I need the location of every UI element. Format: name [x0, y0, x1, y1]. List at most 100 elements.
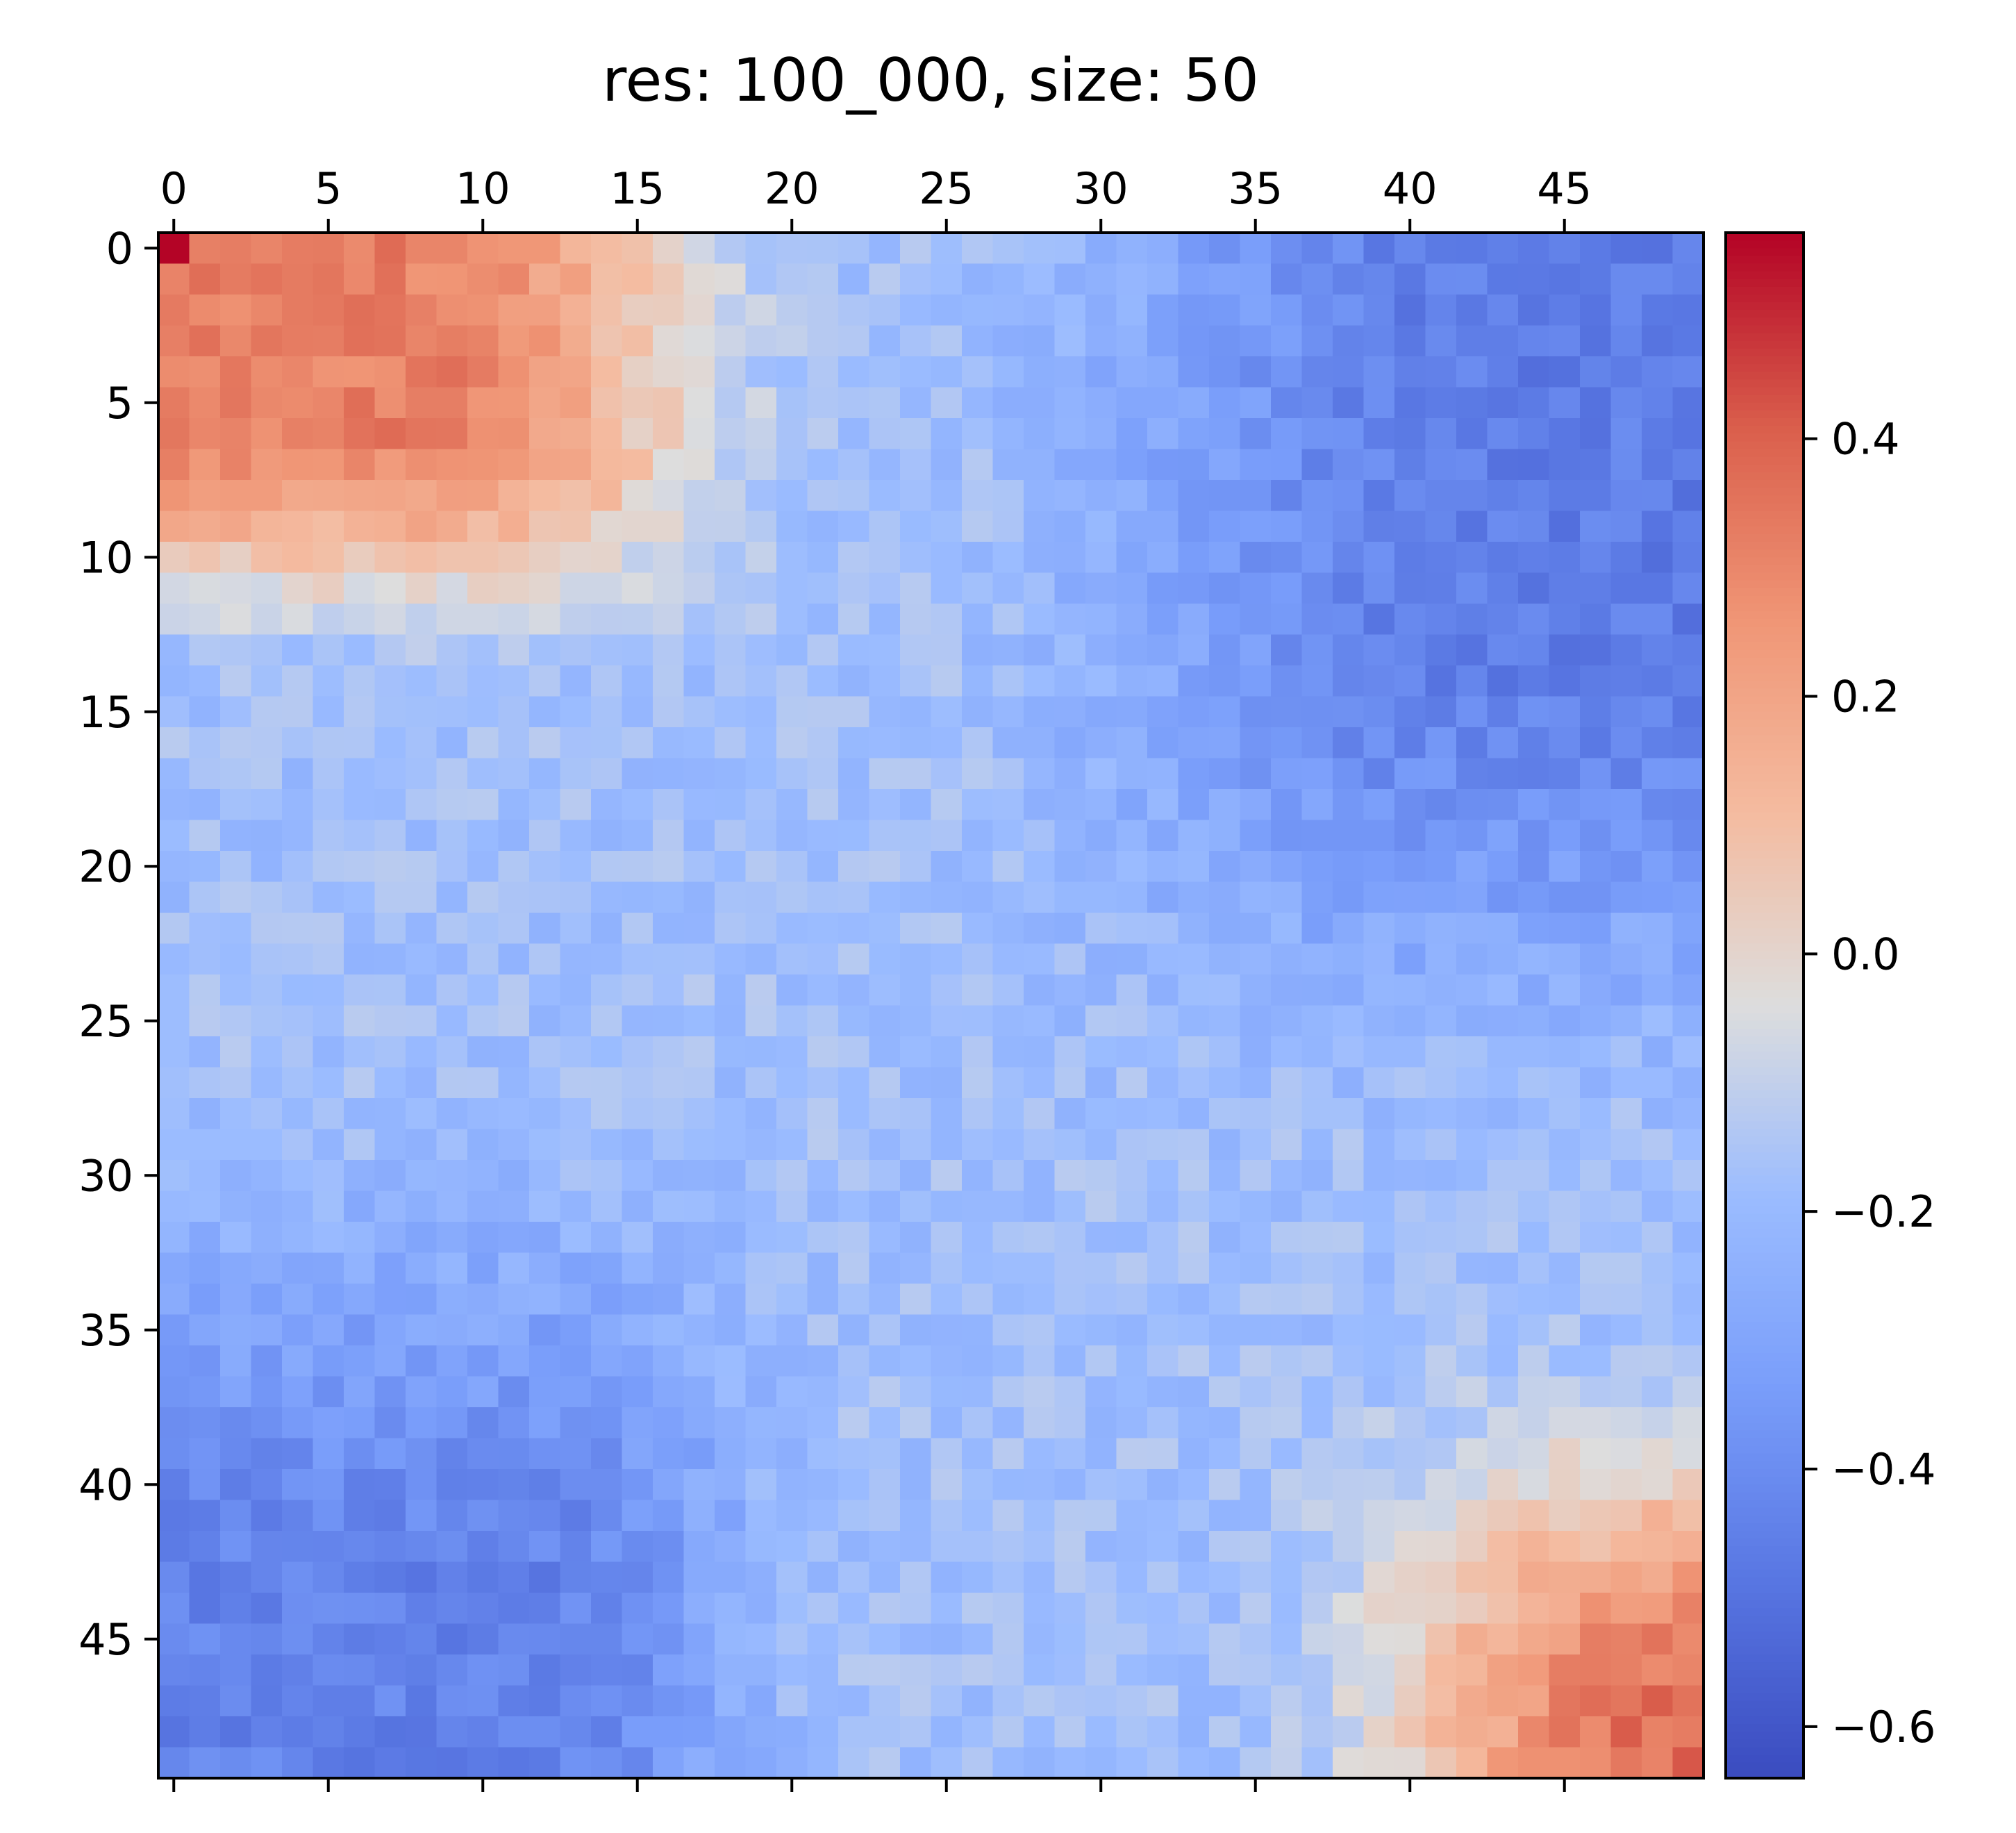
heatmap-cell: [1610, 1222, 1642, 1254]
heatmap-cell: [1363, 1098, 1395, 1130]
heatmap-cell: [158, 1036, 190, 1068]
heatmap-cell: [992, 418, 1024, 450]
heatmap-cell: [1549, 604, 1581, 636]
colorbar-gradient-step: [1726, 1152, 1803, 1161]
heatmap-cell: [1271, 325, 1303, 357]
heatmap-cell: [1116, 572, 1148, 604]
heatmap-cell: [1240, 1067, 1272, 1099]
heatmap-cell: [498, 1685, 530, 1717]
heatmap-cell: [498, 572, 530, 604]
heatmap-cell: [1518, 1747, 1550, 1779]
heatmap-cell: [158, 418, 190, 450]
heatmap-cell: [776, 1623, 808, 1655]
heatmap-cell: [1642, 1314, 1674, 1346]
heatmap-cell: [344, 1222, 376, 1254]
heatmap-cell: [1147, 820, 1179, 852]
heatmap-cell: [900, 1531, 932, 1563]
colorbar-gradient-step: [1726, 743, 1803, 752]
heatmap-cell: [406, 1314, 438, 1346]
heatmap-cell: [807, 325, 839, 357]
heatmap-cell: [467, 1314, 499, 1346]
heatmap-cell: [1301, 1531, 1333, 1563]
heatmap-cell: [374, 1376, 406, 1408]
heatmap-cell: [1363, 1345, 1395, 1377]
heatmap-cell: [1363, 696, 1395, 728]
colorbar-gradient-step: [1726, 665, 1803, 674]
heatmap-cell: [560, 542, 592, 574]
colorbar-gradient-step: [1726, 533, 1803, 542]
heatmap-cell: [622, 1067, 653, 1099]
heatmap-cell: [1085, 480, 1117, 512]
heatmap-cell: [653, 1284, 685, 1316]
heatmap-cell: [931, 1284, 963, 1316]
heatmap-cell: [992, 1314, 1024, 1346]
heatmap-cell: [1672, 604, 1704, 636]
heatmap-cell: [1240, 1685, 1272, 1717]
colorbar-gradient-step: [1726, 526, 1803, 535]
heatmap-cell: [591, 1438, 623, 1470]
heatmap-cell: [436, 1252, 468, 1284]
heatmap-cell: [1054, 263, 1086, 295]
heatmap-cell: [1209, 263, 1241, 295]
heatmap-cell: [900, 974, 932, 1006]
heatmap-cell: [436, 1222, 468, 1254]
heatmap-cell: [1425, 1160, 1457, 1192]
heatmap-cell: [1147, 542, 1179, 574]
heatmap-cell: [1642, 1531, 1674, 1563]
heatmap-cell: [1024, 974, 1056, 1006]
heatmap-cell: [560, 727, 592, 759]
heatmap-cell: [1116, 1654, 1148, 1686]
heatmap-cell: [776, 1469, 808, 1501]
colorbar-gradient-step: [1726, 557, 1803, 566]
heatmap-cell: [467, 881, 499, 913]
heatmap-cell: [1487, 295, 1519, 326]
heatmap-cell: [406, 418, 438, 450]
heatmap-cell: [1178, 851, 1210, 883]
heatmap-cell: [1333, 1098, 1365, 1130]
colorbar-gradient-step: [1726, 1577, 1803, 1586]
heatmap-cell: [1425, 1067, 1457, 1099]
heatmap-cell: [1147, 418, 1179, 450]
heatmap-cell: [962, 1314, 994, 1346]
heatmap-cell: [158, 1129, 190, 1161]
heatmap-cell: [1085, 1284, 1117, 1316]
heatmap-cell: [1425, 1252, 1457, 1284]
heatmap-cell: [1487, 851, 1519, 883]
heatmap-cell: [374, 1685, 406, 1717]
heatmap-cell: [1610, 1376, 1642, 1408]
heatmap-cell: [344, 542, 376, 574]
heatmap-cell: [838, 1067, 870, 1099]
heatmap-cell: [1363, 1685, 1395, 1717]
heatmap-cell: [745, 634, 777, 666]
heatmap-cell: [622, 1376, 653, 1408]
heatmap-cell: [776, 851, 808, 883]
heatmap-cell: [220, 881, 252, 913]
heatmap-cell: [1363, 1407, 1395, 1439]
colorbar-gradient-step: [1726, 402, 1803, 411]
heatmap-cell: [1394, 1500, 1426, 1532]
heatmap-cell: [869, 1531, 901, 1563]
heatmap-cell: [220, 295, 252, 326]
heatmap-cell: [344, 1098, 376, 1130]
heatmap-cell: [1178, 1500, 1210, 1532]
heatmap-cell: [1333, 1005, 1365, 1037]
heatmap-cell: [591, 449, 623, 481]
heatmap-cell: [467, 820, 499, 852]
heatmap-cell: [1301, 913, 1333, 945]
heatmap-cell: [653, 1067, 685, 1099]
colorbar-gradient-step: [1726, 1082, 1803, 1091]
heatmap-cell: [1518, 1531, 1550, 1563]
heatmap-cell: [1394, 1531, 1426, 1563]
heatmap-cell: [1116, 1129, 1148, 1161]
heatmap-cell: [591, 1376, 623, 1408]
heatmap-cell: [962, 820, 994, 852]
heatmap-cell: [436, 387, 468, 419]
heatmap-cell: [406, 1561, 438, 1593]
heatmap-cell: [1271, 418, 1303, 450]
heatmap-cell: [838, 1284, 870, 1316]
heatmap-cell: [1054, 233, 1086, 265]
heatmap-cell: [1363, 1160, 1395, 1192]
heatmap-cell: [962, 1191, 994, 1222]
heatmap-cell: [406, 480, 438, 512]
heatmap-cell: [436, 881, 468, 913]
